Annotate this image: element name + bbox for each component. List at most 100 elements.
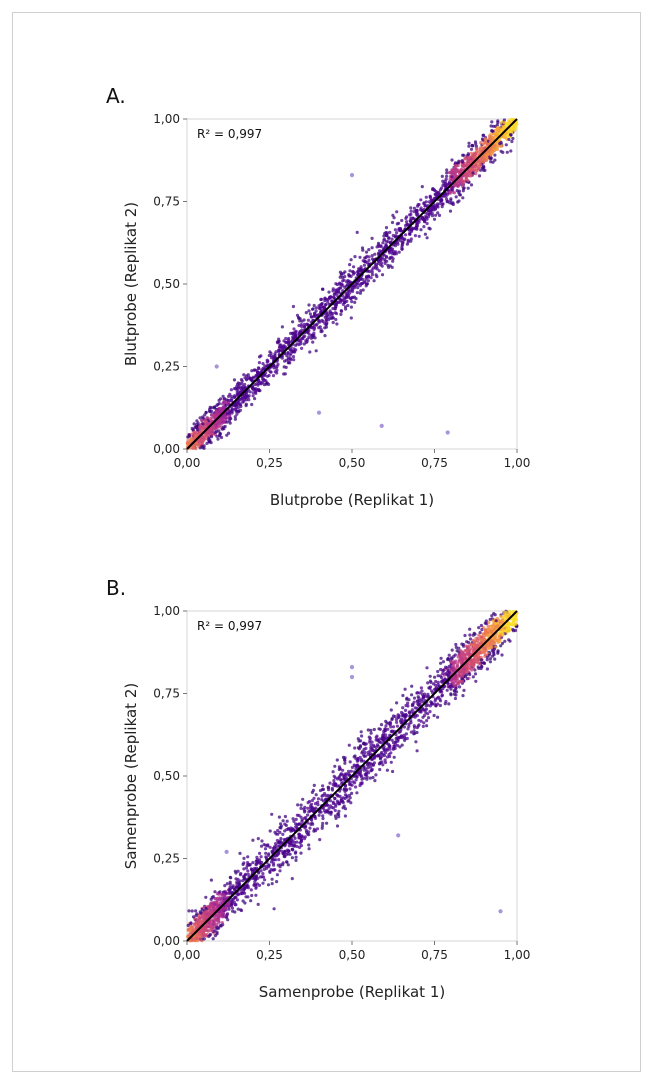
data-point (252, 394, 255, 397)
data-point (297, 339, 300, 342)
data-point (458, 685, 461, 688)
data-point (266, 359, 269, 362)
data-point (276, 873, 279, 876)
data-point (368, 739, 371, 742)
data-point (349, 796, 352, 799)
data-point (276, 341, 279, 344)
data-point (462, 187, 465, 190)
data-point (369, 744, 372, 747)
data-point (340, 772, 343, 775)
data-point (472, 658, 475, 661)
data-point (365, 251, 368, 254)
data-point (300, 838, 303, 841)
data-point (262, 378, 265, 381)
data-point (439, 689, 442, 692)
data-point (505, 143, 508, 146)
data-point (412, 217, 415, 220)
data-point (229, 891, 232, 894)
data-point (194, 909, 197, 912)
data-point (466, 677, 469, 680)
data-point (481, 166, 484, 169)
data-point (466, 179, 469, 182)
data-point (373, 253, 376, 256)
data-point (489, 657, 492, 660)
data-point (442, 660, 445, 663)
data-point (445, 171, 448, 174)
data-point (226, 912, 229, 915)
data-point (297, 317, 300, 320)
data-point (205, 442, 208, 445)
data-point (354, 785, 357, 788)
data-point (233, 901, 236, 904)
data-point (321, 827, 324, 830)
data-point (377, 262, 380, 265)
data-point (215, 435, 218, 438)
data-point (303, 318, 306, 321)
data-point (331, 788, 334, 791)
data-point (194, 924, 197, 927)
data-point (338, 775, 341, 778)
panel-label: B. (106, 576, 126, 600)
data-point (235, 413, 238, 416)
data-point (380, 755, 383, 758)
data-point (456, 200, 459, 203)
data-point (215, 918, 218, 921)
data-point (413, 701, 416, 704)
data-point (498, 640, 501, 643)
data-point (419, 198, 422, 201)
data-point (367, 279, 370, 282)
data-point (450, 669, 453, 672)
data-point (289, 357, 292, 360)
data-point (422, 725, 425, 728)
data-point (349, 760, 352, 763)
data-point (223, 915, 226, 918)
data-point (201, 422, 204, 425)
data-point (229, 881, 232, 884)
data-point (422, 721, 425, 724)
data-point (217, 915, 220, 918)
data-point (209, 417, 212, 420)
data-point (346, 800, 349, 803)
data-point (411, 708, 414, 711)
data-point (345, 774, 348, 777)
data-point (448, 654, 451, 657)
data-point (391, 221, 394, 224)
data-point (461, 694, 464, 697)
data-point (231, 910, 234, 913)
data-point (268, 871, 271, 874)
data-point (194, 939, 197, 942)
data-point (206, 910, 209, 913)
data-point (237, 870, 240, 873)
data-point (291, 350, 294, 353)
data-point (385, 226, 388, 229)
data-point (340, 797, 343, 800)
data-point (267, 852, 270, 855)
data-point (264, 852, 267, 855)
data-point (254, 887, 257, 890)
data-point (325, 326, 328, 329)
data-point (391, 266, 394, 269)
data-point (349, 289, 352, 292)
data-point (204, 928, 207, 931)
data-point (303, 809, 306, 812)
data-point (406, 727, 409, 730)
data-point (210, 879, 213, 882)
data-point (429, 700, 432, 703)
data-point (401, 706, 404, 709)
data-point (479, 141, 482, 144)
y-axis-ticks: 0,000,250,500,751,00 (153, 112, 187, 456)
data-point (333, 292, 336, 295)
data-point (508, 640, 511, 643)
data-point (500, 128, 503, 131)
data-point (479, 148, 482, 151)
data-point (251, 839, 254, 842)
data-point (208, 439, 211, 442)
data-point (277, 858, 280, 861)
data-point (266, 843, 269, 846)
data-point (371, 237, 374, 240)
data-point (423, 201, 426, 204)
data-point (228, 399, 231, 402)
data-point (490, 129, 493, 132)
